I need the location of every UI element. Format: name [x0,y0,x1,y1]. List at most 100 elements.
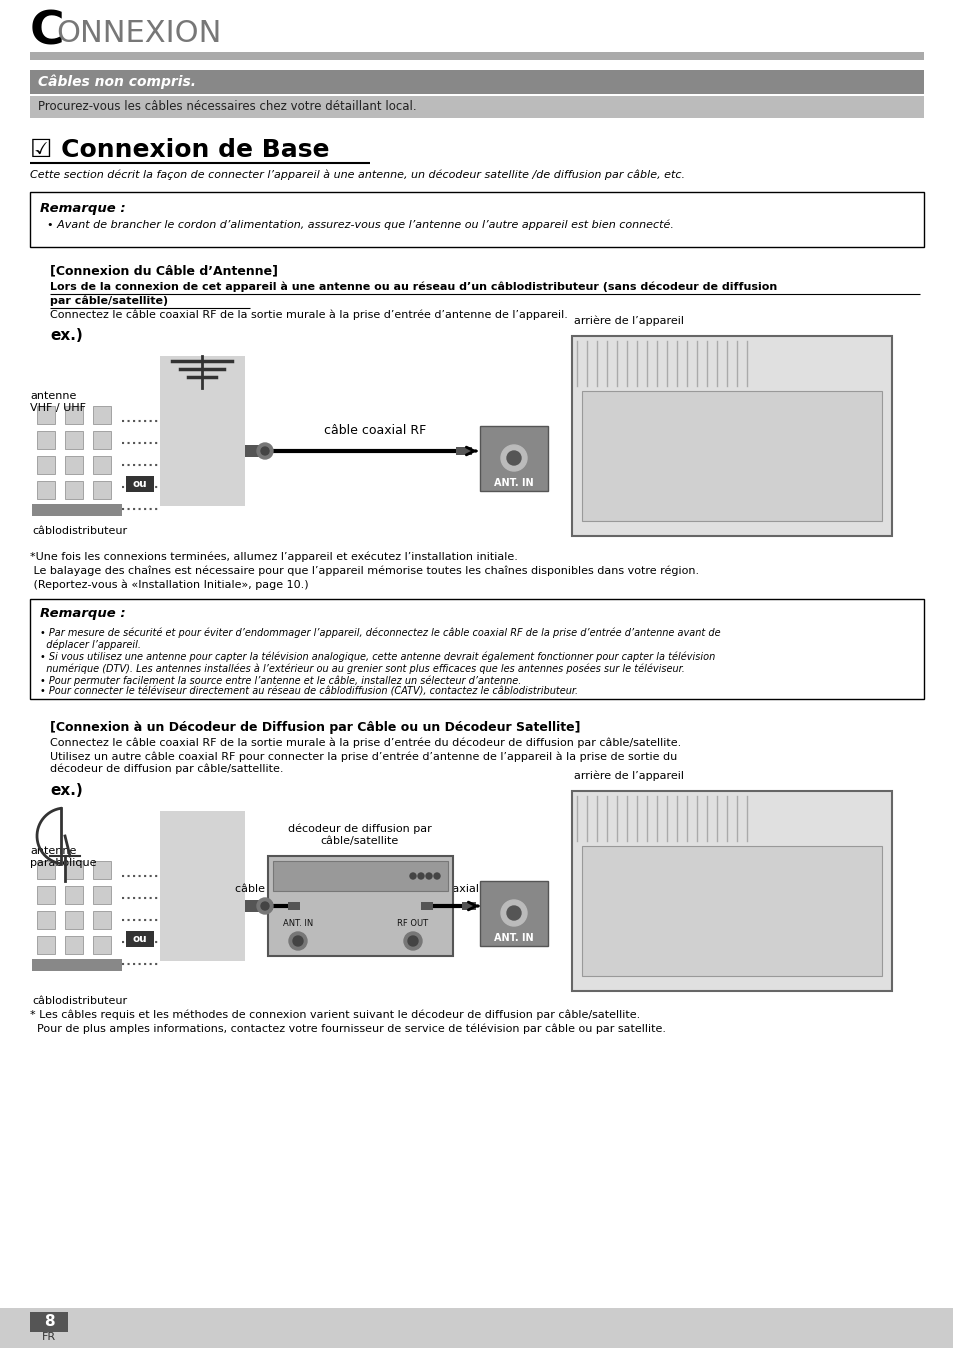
Circle shape [289,931,307,950]
Text: [Connexion à un Décodeur de Diffusion par Câble ou un Décodeur Satellite]: [Connexion à un Décodeur de Diffusion pa… [50,721,579,735]
Text: • Si vous utilisez une antenne pour capter la télévision analogique, cette anten: • Si vous utilisez une antenne pour capt… [40,651,715,662]
Bar [92,936,111,954]
Text: Procurez-vous les câbles nécessaires chez votre détaillant local.: Procurez-vous les câbles nécessaires che… [38,101,416,113]
Text: Lors de la connexion de cet appareil à une antenne ou au réseau d’un câblodistri: Lors de la connexion de cet appareil à u… [50,282,777,293]
Text: décodeur de diffusion par câble/sattellite.: décodeur de diffusion par câble/sattelli… [50,764,283,775]
Text: ex.): ex.) [50,328,83,342]
Text: déplacer l’appareil.: déplacer l’appareil. [40,639,141,650]
Text: câble coaxial RF: câble coaxial RF [235,884,326,894]
Bar [30,599,923,700]
Circle shape [500,445,526,470]
Bar [126,931,153,948]
Text: C: C [30,9,65,54]
Text: ANT. IN: ANT. IN [494,933,534,944]
Text: ex.): ex.) [50,783,83,798]
Circle shape [256,898,273,914]
Circle shape [408,936,417,946]
Text: 8: 8 [44,1314,54,1329]
Text: Le balayage des chaînes est nécessaire pour que l’appareil mémorise toutes les c: Le balayage des chaînes est nécessaire p… [30,565,699,576]
Bar [65,406,83,425]
Circle shape [293,936,303,946]
Bar [572,336,891,537]
Text: ou: ou [132,934,147,944]
Text: VHF / UHF: VHF / UHF [30,403,86,412]
Bar [65,861,83,879]
Bar [0,1308,953,1348]
Text: arrière de l’appareil: arrière de l’appareil [574,315,683,326]
Bar [30,96,923,119]
Bar [288,902,299,910]
Bar [32,504,122,516]
Bar [37,861,55,879]
Circle shape [506,906,520,919]
Text: câble coaxial RF: câble coaxial RF [406,884,497,894]
Text: Câbles non compris.: Câbles non compris. [38,74,195,89]
Bar [479,882,547,946]
Text: par câble/satellite): par câble/satellite) [50,297,168,306]
Bar [160,811,245,961]
Text: ANT. IN: ANT. IN [494,479,534,488]
Bar [65,456,83,474]
Text: ☑ Connexion de Base: ☑ Connexion de Base [30,137,329,162]
Bar [92,456,111,474]
Circle shape [256,443,273,460]
Text: câble coaxial RF: câble coaxial RF [324,425,426,437]
Bar [65,481,83,499]
Text: Remarque :: Remarque : [40,202,126,214]
Bar [92,886,111,905]
Circle shape [417,874,423,879]
Text: parabolique: parabolique [30,857,96,868]
Text: Remarque :: Remarque : [40,607,126,620]
Text: câblodistributeur: câblodistributeur [32,526,127,537]
Bar [65,911,83,929]
Bar [37,936,55,954]
Bar [92,911,111,929]
Bar [30,70,923,94]
Bar [126,476,153,492]
Bar [37,886,55,905]
Text: numérique (DTV). Les antennes installées à l’extérieur ou au grenier sont plus e: numérique (DTV). Les antennes installées… [40,663,684,674]
Bar [245,445,258,457]
Circle shape [426,874,432,879]
Bar [65,936,83,954]
Bar [92,431,111,449]
Bar [581,847,882,976]
Text: RF OUT: RF OUT [397,919,428,927]
Bar [461,902,476,910]
Circle shape [434,874,439,879]
Text: antenne: antenne [30,391,76,400]
Circle shape [261,902,269,910]
Text: câble/satellite: câble/satellite [320,836,398,847]
Text: ANT. IN: ANT. IN [283,919,313,927]
Bar [32,958,122,971]
Bar [273,861,448,891]
Bar [420,902,433,910]
Bar [92,861,111,879]
Bar [268,856,453,956]
Text: Cette section décrit la façon de connecter l’appareil à une antenne, un décodeur: Cette section décrit la façon de connect… [30,170,684,181]
Bar [37,406,55,425]
Circle shape [506,452,520,465]
Text: • Pour connecter le téléviseur directement au réseau de câblodiffusion (CATV), c: • Pour connecter le téléviseur directeme… [40,687,578,697]
Text: (Reportez-vous à «Installation Initiale», page 10.): (Reportez-vous à «Installation Initiale»… [30,580,309,589]
Bar [30,53,923,61]
Bar [37,431,55,449]
Text: antenne: antenne [30,847,76,856]
Bar [37,481,55,499]
Text: Connectez le câble coaxial RF de la sortie murale à la prise d’entrée du décodeu: Connectez le câble coaxial RF de la sort… [50,737,680,748]
Bar [65,431,83,449]
Bar [479,426,547,491]
Bar [37,911,55,929]
Bar [160,356,245,506]
Text: ou: ou [132,479,147,489]
Bar [92,481,111,499]
Bar [92,406,111,425]
Text: Utilisez un autre câble coaxial RF pour connecter la prise d’entrée d’antenne de: Utilisez un autre câble coaxial RF pour … [50,751,677,762]
Text: • Par mesure de sécurité et pour éviter d’endommager l’appareil, déconnectez le : • Par mesure de sécurité et pour éviter … [40,627,720,638]
Bar [65,886,83,905]
Bar [37,456,55,474]
Circle shape [500,900,526,926]
Bar [258,902,273,910]
Bar [456,448,472,456]
Text: câblodistributeur: câblodistributeur [32,996,127,1006]
